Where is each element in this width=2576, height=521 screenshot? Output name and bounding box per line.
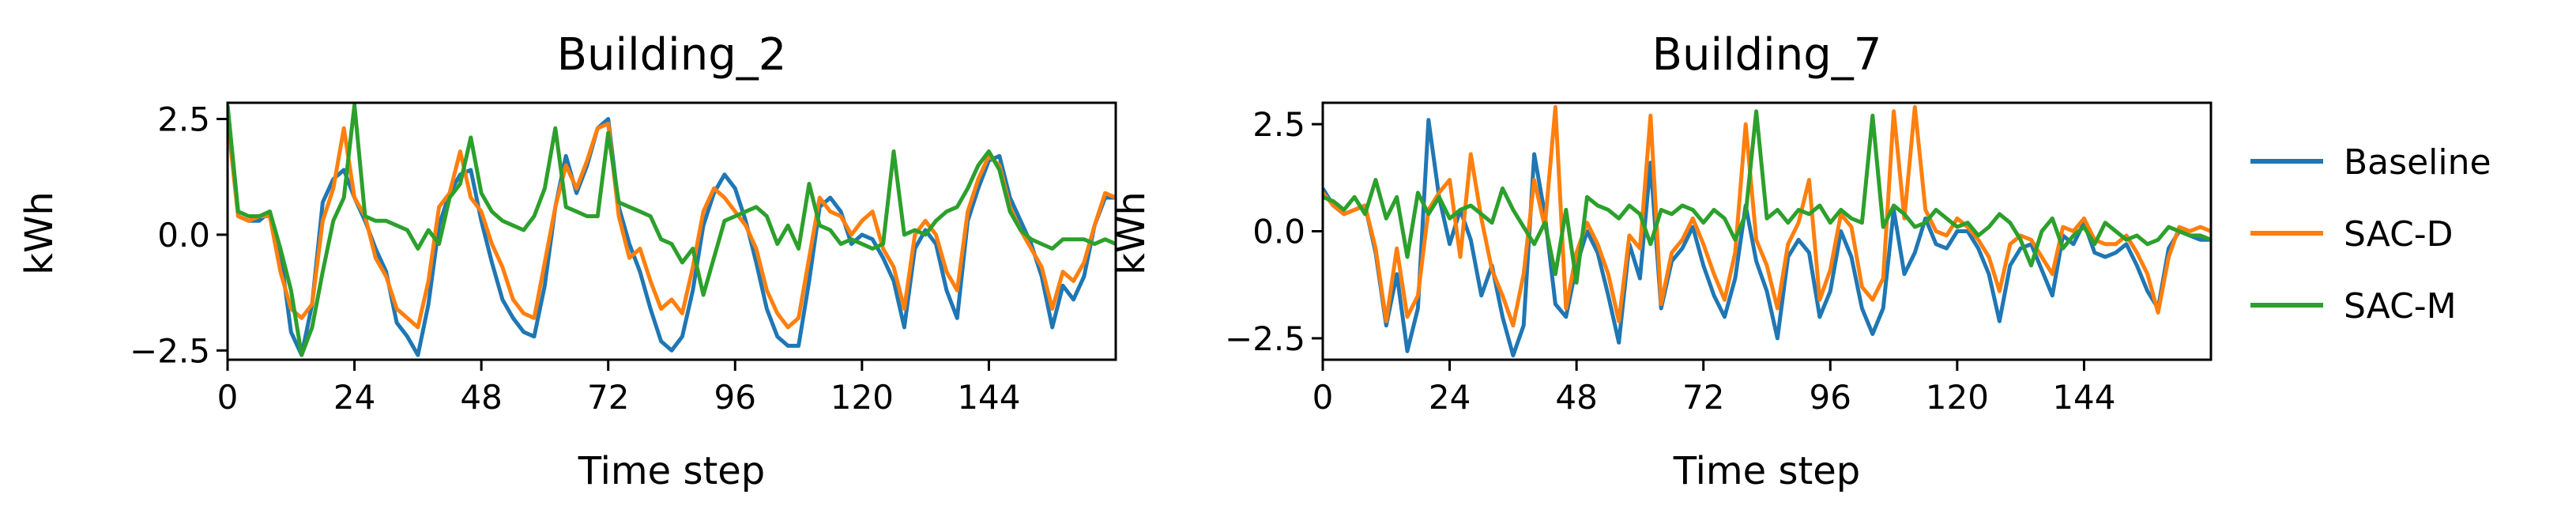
series-line-sac-m xyxy=(228,103,1116,357)
x-tick-label: 72 xyxy=(1682,378,1724,417)
plot-lines xyxy=(228,103,1116,357)
plot-lines xyxy=(1323,104,2211,358)
y-axis-label: kWh xyxy=(17,191,62,275)
x-tick-label: 24 xyxy=(1429,378,1471,417)
y-axis-label: kWh xyxy=(1109,191,1154,275)
legend-label-baseline: Baseline xyxy=(2344,142,2491,183)
y-tick-label: 2.5 xyxy=(157,100,210,138)
chart-title: Building_2 xyxy=(557,29,787,81)
legend-label-sac-d: SAC-D xyxy=(2344,214,2454,255)
x-axis-label: Time step xyxy=(1673,449,1861,493)
chart-building-7: Building_7 kWh Time step 0 24 48 72 96 120 144… xyxy=(1109,29,2213,493)
legend: Baseline SAC-D SAC-M xyxy=(2250,142,2491,327)
x-tick-label: 144 xyxy=(2052,378,2115,417)
legend-entry-baseline: Baseline xyxy=(2250,142,2491,183)
chart-building-2: Building_2 kWh Time step 0 24 48 72 96 120 144… xyxy=(17,29,1117,493)
series-line-sac-m xyxy=(1323,109,2211,285)
y-ticks: −2.5 0.0 2.5 xyxy=(130,100,228,370)
x-tick-label: 96 xyxy=(1810,378,1851,417)
x-tick-label: 72 xyxy=(587,378,629,417)
chart-title: Building_7 xyxy=(1652,29,1882,81)
x-tick-label: 120 xyxy=(1926,378,1989,417)
legend-entry-sac-d: SAC-D xyxy=(2250,214,2454,255)
y-tick-label: −2.5 xyxy=(130,331,210,370)
x-tick-label: 144 xyxy=(957,378,1020,417)
y-tick-label: 2.5 xyxy=(1252,105,1305,144)
y-tick-label: −2.5 xyxy=(1225,319,1305,358)
x-ticks: 0 24 48 72 96 120 144 xyxy=(1312,360,2116,417)
series-line-baseline xyxy=(228,114,1116,357)
y-tick-label: 0.0 xyxy=(157,216,210,255)
legend-label-sac-m: SAC-M xyxy=(2344,286,2457,327)
legend-entry-sac-m: SAC-M xyxy=(2250,286,2457,327)
plot-frame xyxy=(1321,101,2213,361)
plot-frame xyxy=(226,101,1117,361)
x-tick-label: 48 xyxy=(1555,378,1597,417)
x-tick-label: 48 xyxy=(460,378,502,417)
x-tick-label: 120 xyxy=(830,378,894,417)
x-tick-label: 0 xyxy=(1312,378,1334,417)
y-tick-label: 0.0 xyxy=(1252,213,1305,251)
x-tick-label: 24 xyxy=(333,378,375,417)
x-axis-label: Time step xyxy=(578,449,766,493)
x-tick-label: 0 xyxy=(217,378,239,417)
series-line-sac-d xyxy=(1323,104,2211,328)
series-line-sac-d xyxy=(228,119,1116,330)
y-ticks: −2.5 0.0 2.5 xyxy=(1225,105,1323,358)
x-tick-label: 96 xyxy=(714,378,756,417)
x-ticks: 0 24 48 72 96 120 144 xyxy=(217,360,1021,417)
